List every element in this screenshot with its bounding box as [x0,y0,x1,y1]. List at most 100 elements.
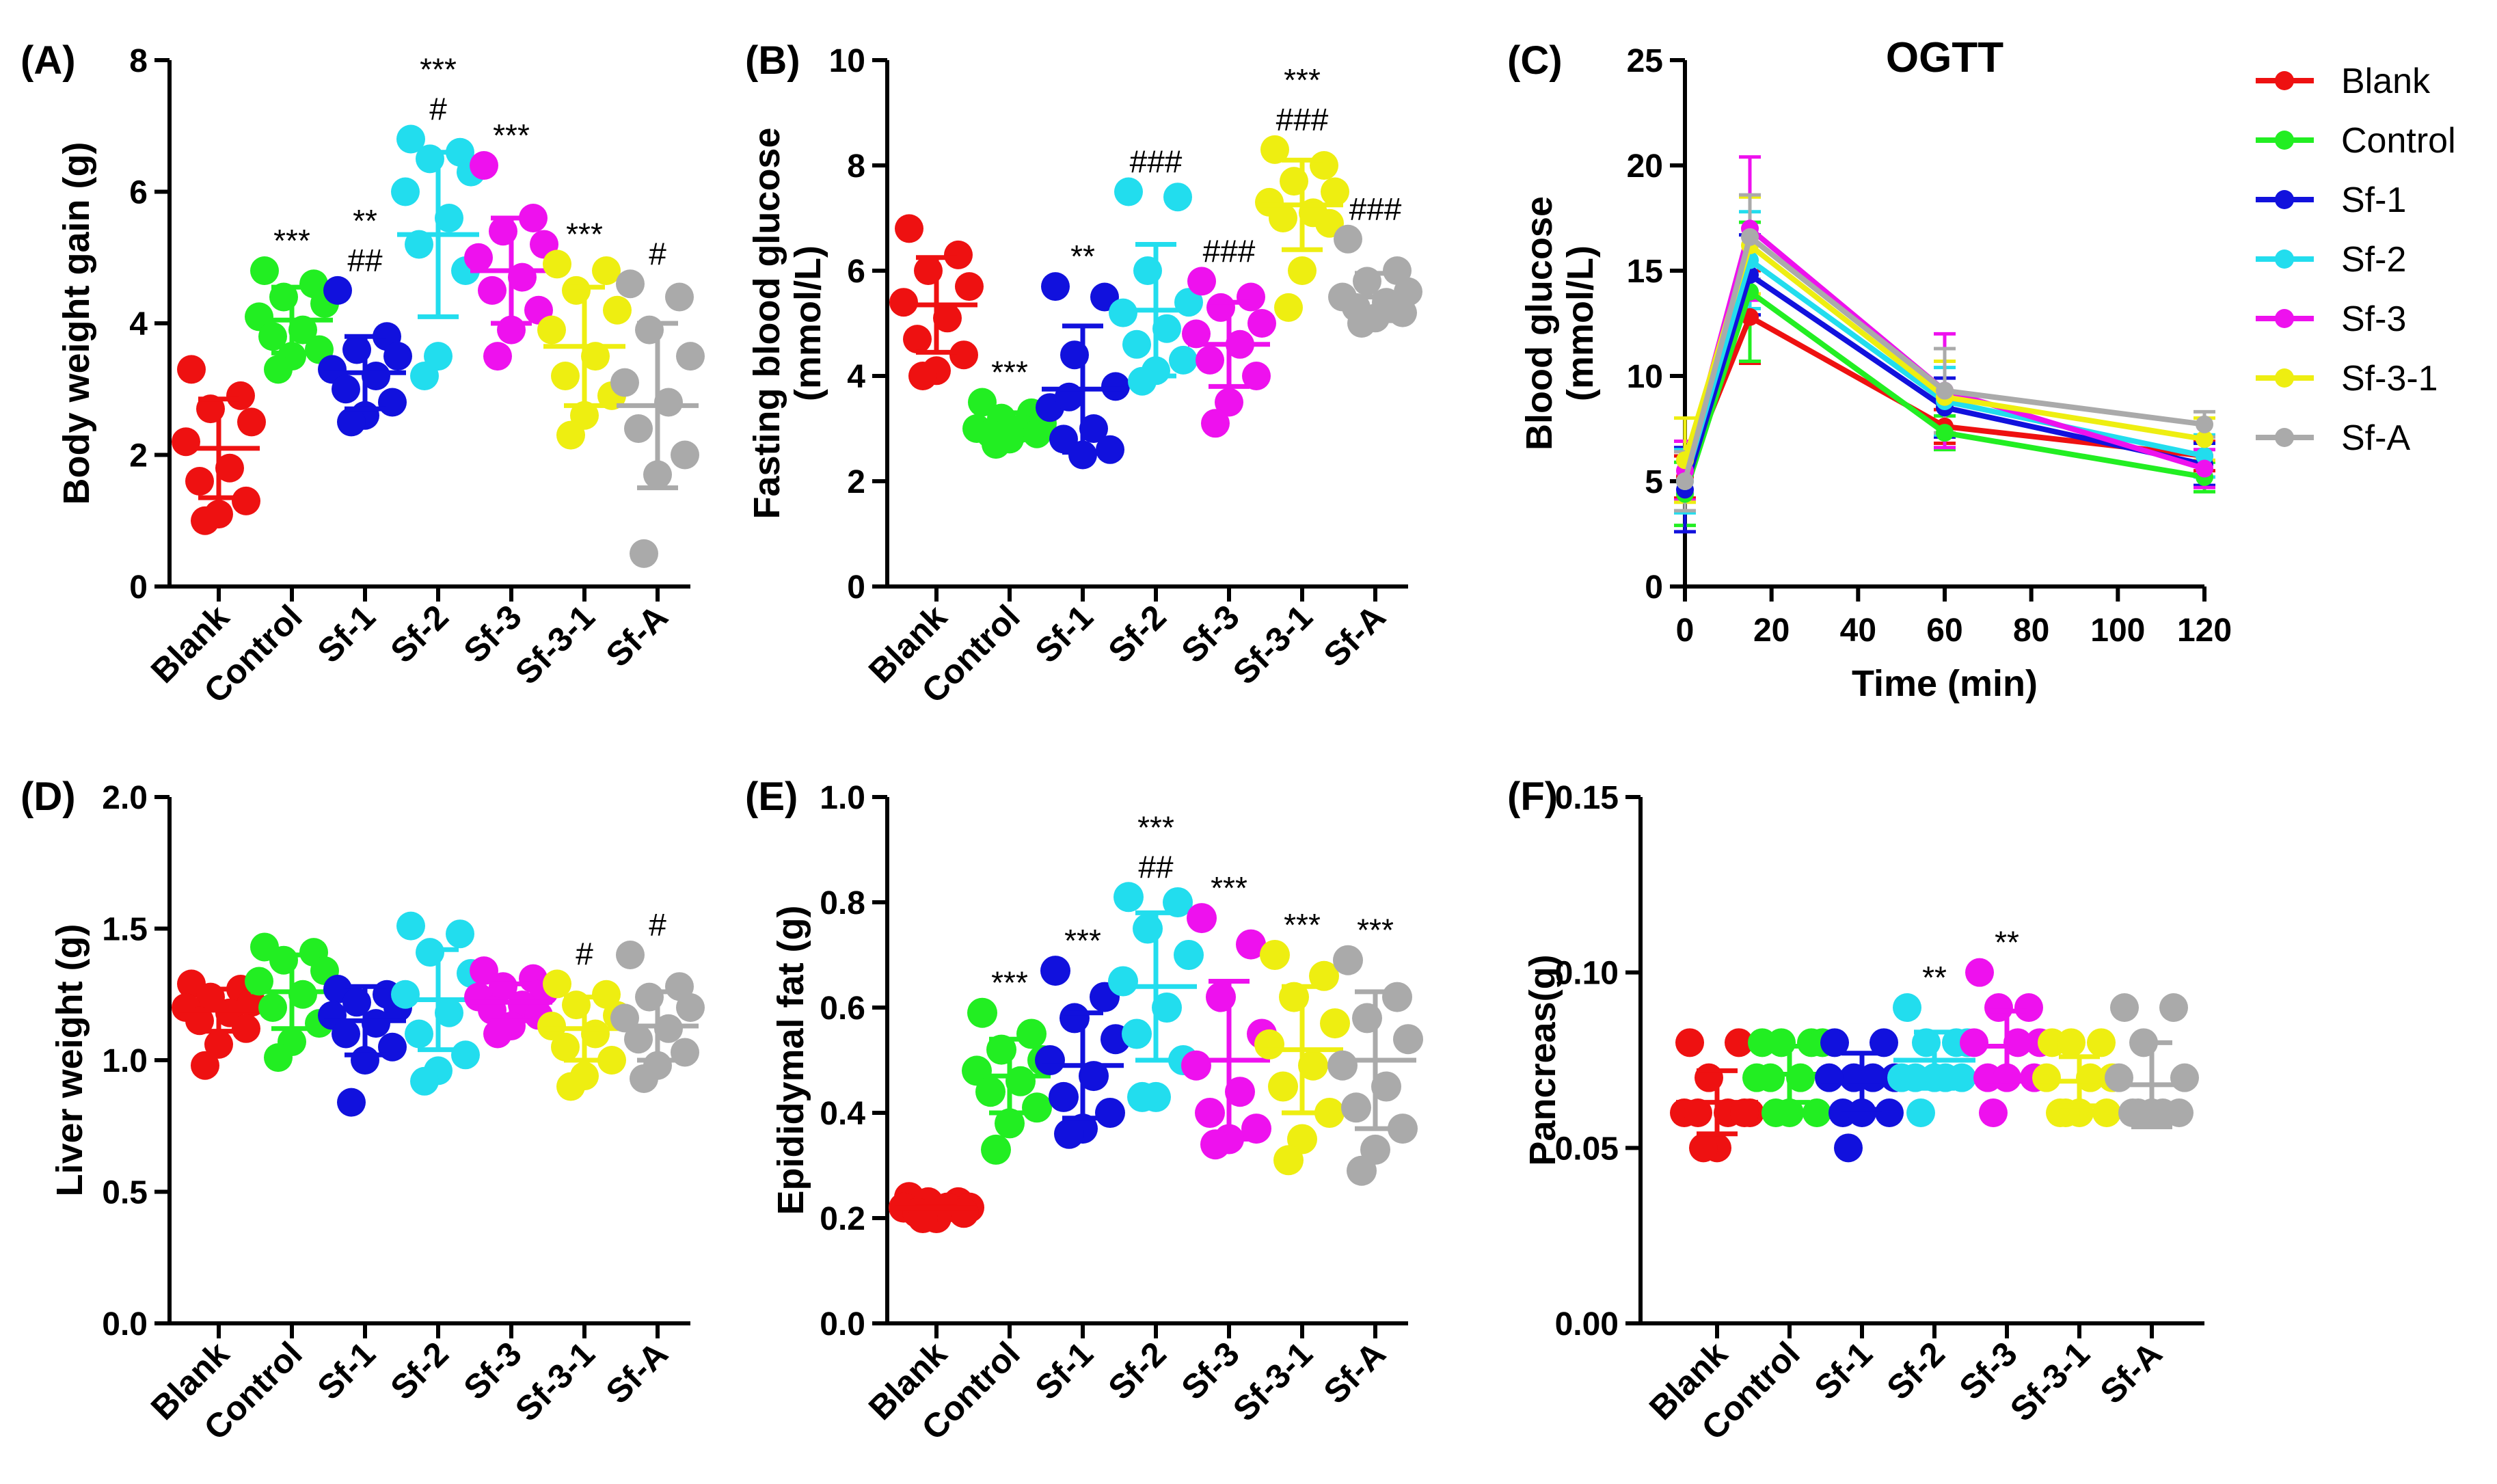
data-point [191,1051,219,1080]
data-point [610,368,639,397]
data-point [1040,956,1070,986]
data-point [396,911,425,941]
data-point [2124,1098,2152,1127]
x-tick-label: Sf-1 [1027,1334,1100,1407]
data-point [362,362,390,390]
data-point [2076,1063,2105,1092]
data-point [551,362,580,390]
data-point [1310,151,1338,180]
data-point [245,967,273,996]
significance-mark: *** [1284,62,1321,98]
data-point [288,315,317,345]
series-marker [2196,430,2213,448]
data-point [2165,1098,2194,1127]
y-axis-label: Epididymal fat (g) [770,905,811,1215]
data-point [616,941,645,969]
data-point [435,204,463,232]
y-tick-label: 0.4 [820,1096,865,1132]
significance-mark: ** [353,203,377,239]
data-point [1273,1145,1304,1176]
data-point [1128,366,1157,396]
data-point [1109,298,1137,327]
data-point [1236,929,1266,960]
data-point [1195,1098,1225,1128]
data-point [1095,1098,1125,1128]
x-axis-label: Time (min) [1852,663,2038,704]
data-point [185,1006,214,1036]
legend-swatch-marker [2275,190,2294,209]
data-point [1122,1018,1152,1049]
data-point [177,355,206,384]
y-tick-label: 2 [129,438,148,474]
data-point [1079,414,1108,443]
data-point [1320,1008,1350,1039]
data-point [215,453,244,483]
y-tick-label: 0 [1645,569,1663,606]
x-tick-label: Sf-2 [1879,1334,1952,1407]
data-point [2003,1028,2032,1057]
data-point [391,980,420,1009]
data-point [1163,183,1192,212]
y-tick-label: 0 [129,569,148,606]
data-point [1169,345,1198,375]
data-point [1041,272,1070,301]
series-marker [1936,381,1954,400]
data-point [968,388,997,417]
y-tick-label: 0.15 [1555,780,1619,816]
data-point [1163,887,1193,917]
data-point [2087,1028,2116,1057]
x-tick-label: 80 [2013,612,2049,649]
data-point [410,1066,439,1096]
y-tick-label: 1.5 [102,912,148,948]
x-tick-label: Sf-3-1 [508,1334,602,1429]
y-tick-label: 0.0 [820,1306,865,1343]
x-tick-label: Sf-A [599,1334,675,1411]
data-point [258,993,287,1022]
data-point [1182,319,1211,349]
significance-mark: ### [1276,102,1329,137]
x-tick-label: 60 [1926,612,1962,649]
data-point [1152,314,1181,343]
significance-mark: ** [1995,925,2019,960]
data-point [337,407,366,437]
y-tick-label: 25 [1627,43,1663,79]
x-tick-label: Sf-3-1 [2003,1334,2097,1429]
x-tick-label: Sf-A [2093,1334,2170,1411]
data-point [1274,293,1303,322]
significance-mark: *** [273,223,310,258]
y-tick-label: 20 [1627,148,1663,185]
x-tick-label: Sf-A [1317,1334,1393,1411]
data-point [2170,1063,2199,1092]
data-point [470,151,498,180]
y-tick-label: 0.00 [1555,1306,1619,1343]
data-point [405,230,433,259]
data-point [1848,1098,1876,1127]
data-point [981,1134,1011,1165]
data-point [630,1064,658,1093]
data-point [264,1043,293,1072]
significance-mark: *** [1064,923,1101,958]
data-point [975,1077,1005,1107]
data-point [1965,958,1994,987]
series-line [1682,232,2205,483]
data-point [1815,1063,1844,1092]
data-point [955,272,984,301]
data-point [1388,1114,1418,1144]
series-marker [1741,228,1759,246]
data-point [2092,1098,2121,1127]
data-point [172,427,200,457]
y-axis-label: (mmol/L) [787,245,828,401]
data-point [1196,345,1224,375]
data-point [592,256,621,285]
data-point [654,388,683,417]
data-point [1906,1098,1935,1127]
y-tick-label: 5 [1645,464,1663,500]
significance-mark: *** [1357,913,1394,948]
data-point [1347,309,1376,338]
data-point [2032,1063,2061,1092]
data-point [1859,1063,1887,1092]
y-tick-label: 2.0 [102,780,148,816]
data-point [556,1072,585,1101]
data-point [908,362,937,390]
y-tick-label: 2 [847,464,865,500]
